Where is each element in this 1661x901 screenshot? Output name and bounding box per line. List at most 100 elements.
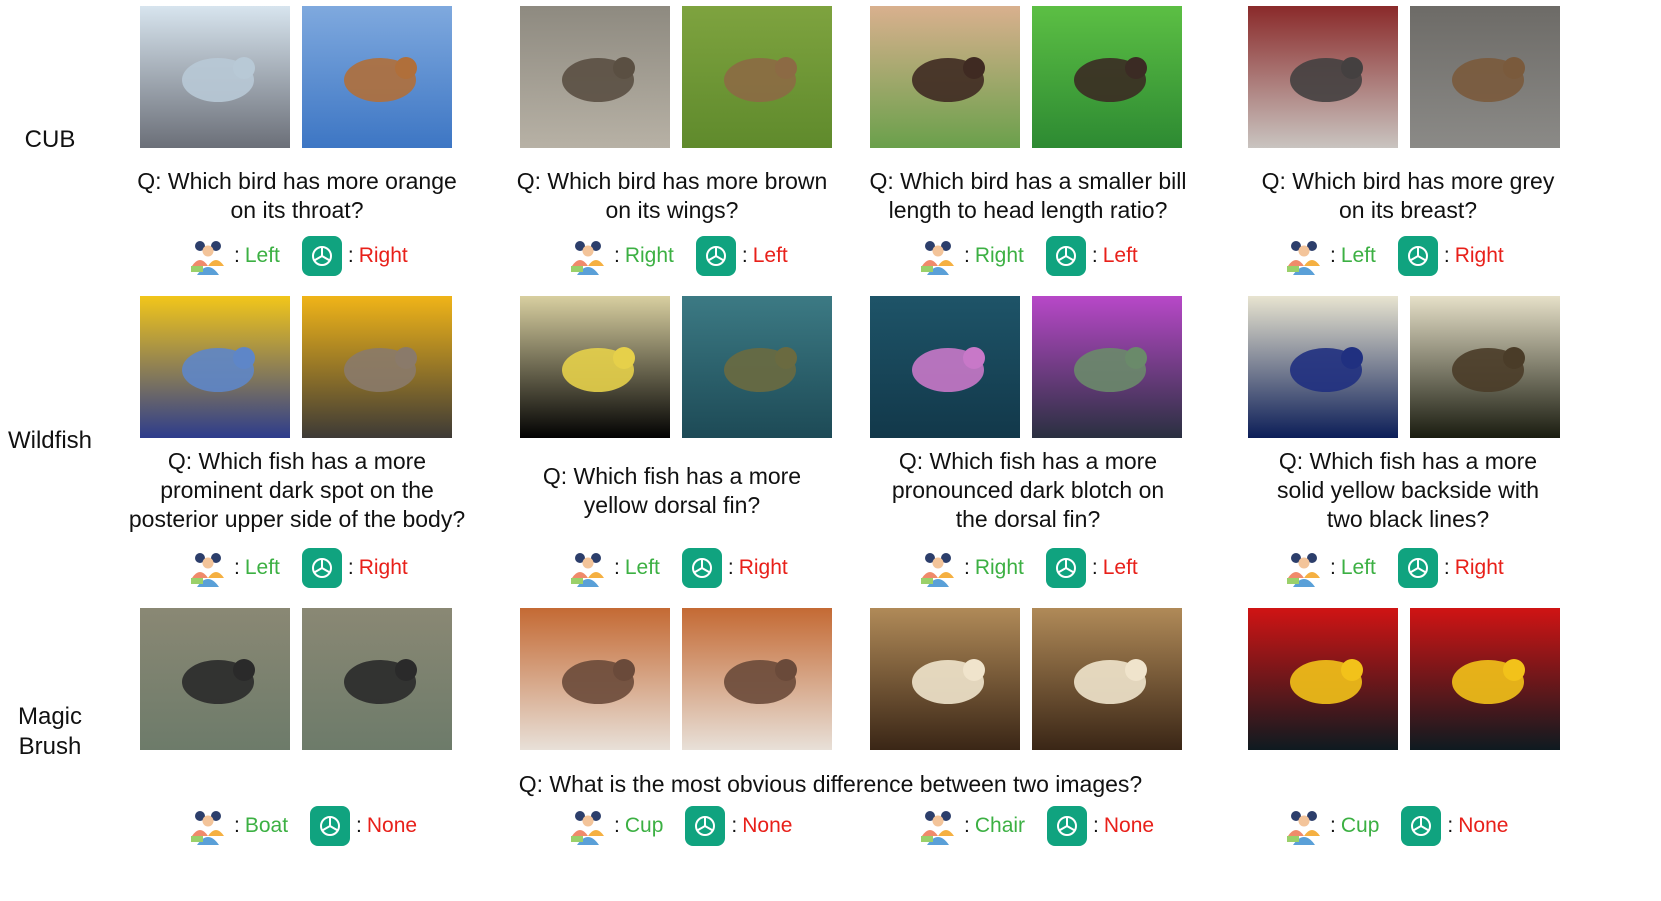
human-answer: Left bbox=[244, 244, 280, 267]
human-answer: Left bbox=[1340, 556, 1376, 579]
gpt-answer: None bbox=[742, 814, 793, 837]
answer-separator: : bbox=[1330, 244, 1336, 267]
wildfish-col1-image-right bbox=[302, 296, 452, 438]
wildfish-col4-image-left bbox=[1248, 296, 1398, 438]
human-answer: Left bbox=[244, 556, 280, 579]
wildfish-col1-image-left bbox=[140, 296, 290, 438]
people-group-icon bbox=[188, 806, 228, 846]
answer-separator: : bbox=[731, 814, 738, 837]
gpt-answer: Right bbox=[358, 556, 408, 579]
answer-separator: : bbox=[234, 814, 240, 837]
gpt-answer: Right bbox=[1454, 556, 1504, 579]
magicbrush-col1-answers: : Boat : None bbox=[188, 806, 417, 846]
cub-col2-question: Q: Which bird has more brown on its wing… bbox=[516, 168, 828, 223]
answer-separator: : bbox=[356, 814, 362, 837]
human-answer: Chair bbox=[974, 814, 1026, 837]
cub-col2-image-right bbox=[682, 6, 832, 148]
cub-col4-answers: : Left : Right bbox=[1284, 236, 1504, 276]
cub-col3-image-left bbox=[870, 6, 1020, 148]
magicbrush-col2-answers: : Cup : None bbox=[568, 806, 792, 846]
chatgpt-icon bbox=[1045, 548, 1086, 588]
gpt-answer: Right bbox=[738, 556, 788, 579]
wildfish-col3-image-right bbox=[1032, 296, 1182, 438]
answer-separator: : bbox=[964, 814, 970, 837]
human-answer: Right bbox=[624, 244, 674, 267]
cub-col2-image-left bbox=[520, 6, 670, 148]
people-group-icon bbox=[1284, 806, 1324, 846]
answer-separator: : bbox=[234, 556, 240, 579]
chatgpt-icon bbox=[310, 806, 351, 846]
chatgpt-icon bbox=[1397, 548, 1438, 588]
wildfish-col2-image-right bbox=[682, 296, 832, 438]
answer-separator: : bbox=[1330, 814, 1336, 837]
answer-separator: : bbox=[614, 244, 620, 267]
answer-separator: : bbox=[1443, 556, 1450, 579]
human-answer: Right bbox=[974, 244, 1024, 267]
cub-col4-question: Q: Which bird has more grey on its breas… bbox=[1261, 168, 1555, 223]
people-group-icon bbox=[568, 548, 608, 588]
chatgpt-icon bbox=[685, 806, 726, 846]
gpt-answer: Left bbox=[1102, 556, 1138, 579]
answer-separator: : bbox=[727, 556, 734, 579]
cub-col3-question: Q: Which bird has a smaller bill length … bbox=[869, 168, 1187, 223]
answer-separator: : bbox=[964, 556, 970, 579]
people-group-icon bbox=[568, 236, 608, 276]
cub-col1-image-left bbox=[140, 6, 290, 148]
row-label-cub: CUB bbox=[24, 126, 76, 153]
magicbrush-col3-answers: : Chair : None bbox=[918, 806, 1154, 846]
answer-separator: : bbox=[347, 244, 354, 267]
chatgpt-icon bbox=[1047, 806, 1088, 846]
wildfish-col3-answers: : Right : Left bbox=[918, 548, 1138, 588]
magicbrush-col4-image-left bbox=[1248, 608, 1398, 750]
cub-col1-question: Q: Which bird has more orange on its thr… bbox=[137, 168, 457, 223]
chatgpt-icon bbox=[301, 236, 342, 276]
chatgpt-icon bbox=[1401, 806, 1442, 846]
wildfish-col3-question: Q: Which fish has a more pronounced dark… bbox=[891, 448, 1165, 532]
people-group-icon bbox=[568, 806, 608, 846]
cub-col4-image-right bbox=[1410, 6, 1560, 148]
answer-separator: : bbox=[741, 244, 748, 267]
wildfish-col2-answers: : Left : Right bbox=[568, 548, 788, 588]
cub-col3-answers: : Right : Left bbox=[918, 236, 1138, 276]
gpt-answer: None bbox=[1103, 814, 1155, 837]
wildfish-col4-image-right bbox=[1410, 296, 1560, 438]
row-label-wildfish: Wildfish bbox=[7, 427, 92, 454]
answer-separator: : bbox=[1443, 244, 1450, 267]
magicbrush-col3-image-right bbox=[1032, 608, 1182, 750]
magicbrush-col1-image-left bbox=[140, 608, 290, 750]
answer-separator: : bbox=[1447, 814, 1454, 837]
magicbrush-col2-image-left bbox=[520, 608, 670, 750]
cub-col2-answers: : Right : Left bbox=[568, 236, 788, 276]
human-answer: Cup bbox=[624, 814, 664, 837]
answer-separator: : bbox=[1093, 814, 1099, 837]
gpt-answer: Left bbox=[752, 244, 788, 267]
answer-separator: : bbox=[614, 814, 620, 837]
magicbrush-col2-image-right bbox=[682, 608, 832, 750]
human-answer: Left bbox=[624, 556, 660, 579]
answer-separator: : bbox=[1091, 556, 1098, 579]
human-answer: Right bbox=[974, 556, 1024, 579]
gpt-answer: Right bbox=[1454, 244, 1504, 267]
cub-col4-image-left bbox=[1248, 6, 1398, 148]
answer-separator: : bbox=[234, 244, 240, 267]
magicbrush-col4-answers: : Cup : None bbox=[1284, 806, 1508, 846]
human-answer: Boat bbox=[244, 814, 289, 837]
chatgpt-icon bbox=[681, 548, 722, 588]
answer-separator: : bbox=[1091, 244, 1098, 267]
wildfish-col4-answers: : Left : Right bbox=[1284, 548, 1504, 588]
magicbrush-col4-image-right bbox=[1410, 608, 1560, 750]
people-group-icon bbox=[918, 548, 958, 588]
cub-col1-image-right bbox=[302, 6, 452, 148]
wildfish-col3-image-left bbox=[870, 296, 1020, 438]
wildfish-col1-answers: : Left : Right bbox=[188, 548, 408, 588]
people-group-icon bbox=[1284, 236, 1324, 276]
chatgpt-icon bbox=[1397, 236, 1438, 276]
answer-separator: : bbox=[1330, 556, 1336, 579]
people-group-icon bbox=[188, 548, 228, 588]
chatgpt-icon bbox=[1045, 236, 1086, 276]
cub-col3-image-right bbox=[1032, 6, 1182, 148]
wildfish-col2-question: Q: Which fish has a more yellow dorsal f… bbox=[542, 463, 802, 518]
cub-col1-answers: : Left : Right bbox=[188, 236, 408, 276]
magicbrush-question: Q: What is the most obvious difference b… bbox=[518, 771, 1143, 797]
wildfish-col1-question: Q: Which fish has a more prominent dark … bbox=[128, 448, 466, 532]
